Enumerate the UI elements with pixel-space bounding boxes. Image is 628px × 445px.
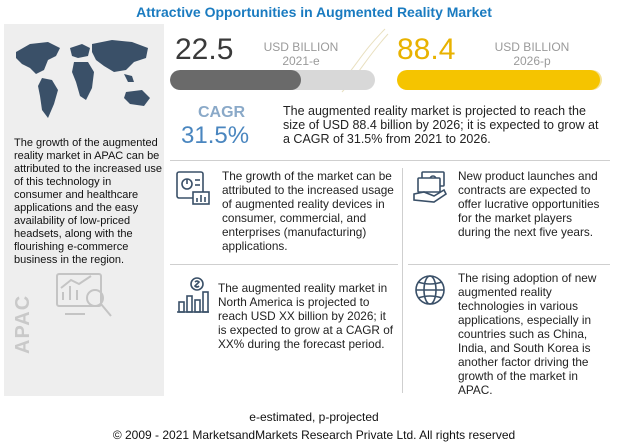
cagr-value: 31.5% bbox=[181, 122, 250, 149]
globe-icon bbox=[415, 275, 445, 305]
dollar-bar-chart-icon bbox=[177, 277, 209, 313]
north-america-text-block: The augmented reality market in North Am… bbox=[218, 281, 394, 351]
market-bar-2026 bbox=[397, 70, 602, 90]
footnote: e-estimated, p-projected bbox=[249, 410, 379, 424]
market-unit-2026: USD BILLION 2026-p bbox=[489, 40, 575, 68]
world-map-icon bbox=[16, 40, 150, 118]
growth-analytics-icon bbox=[176, 171, 210, 205]
analytics-chart-icon bbox=[56, 273, 112, 317]
unit-label-2021: USD BILLION bbox=[263, 40, 339, 54]
vertical-divider bbox=[402, 168, 403, 393]
market-value-2026: 88.4 bbox=[397, 33, 456, 66]
market-unit-2021: USD BILLION 2021-e bbox=[258, 40, 344, 68]
apac-growth-text: The growth of the augmented reality mark… bbox=[14, 137, 162, 266]
growth-text-block: The growth of the market can be attribut… bbox=[222, 169, 394, 253]
horizontal-divider-right bbox=[408, 264, 610, 265]
cagr-description: The augmented reality market is projecte… bbox=[283, 104, 599, 146]
page-title: Attractive Opportunities in Augmented Re… bbox=[136, 4, 492, 20]
cagr-label: CAGR bbox=[198, 104, 246, 121]
horizontal-divider-left bbox=[170, 264, 398, 265]
apac-region-label: APAC bbox=[12, 294, 34, 354]
adoption-text-block: The rising adoption of new augmented rea… bbox=[458, 271, 597, 397]
product-launch-text-block: New product launches and contracts are e… bbox=[458, 169, 600, 239]
market-value-2021: 22.5 bbox=[175, 33, 234, 66]
horizontal-divider-top bbox=[170, 160, 610, 161]
copyright: © 2009 - 2021 MarketsandMarkets Research… bbox=[112, 428, 516, 442]
year-label-2021: 2021-e bbox=[282, 54, 320, 68]
market-bar-2021 bbox=[170, 70, 375, 90]
market-bar-2026-fill bbox=[397, 70, 600, 90]
unit-label-2026: USD BILLION bbox=[494, 40, 570, 54]
market-bar-2021-fill bbox=[170, 70, 302, 90]
year-label-2026: 2026-p bbox=[513, 54, 551, 68]
money-contract-icon bbox=[413, 171, 448, 203]
